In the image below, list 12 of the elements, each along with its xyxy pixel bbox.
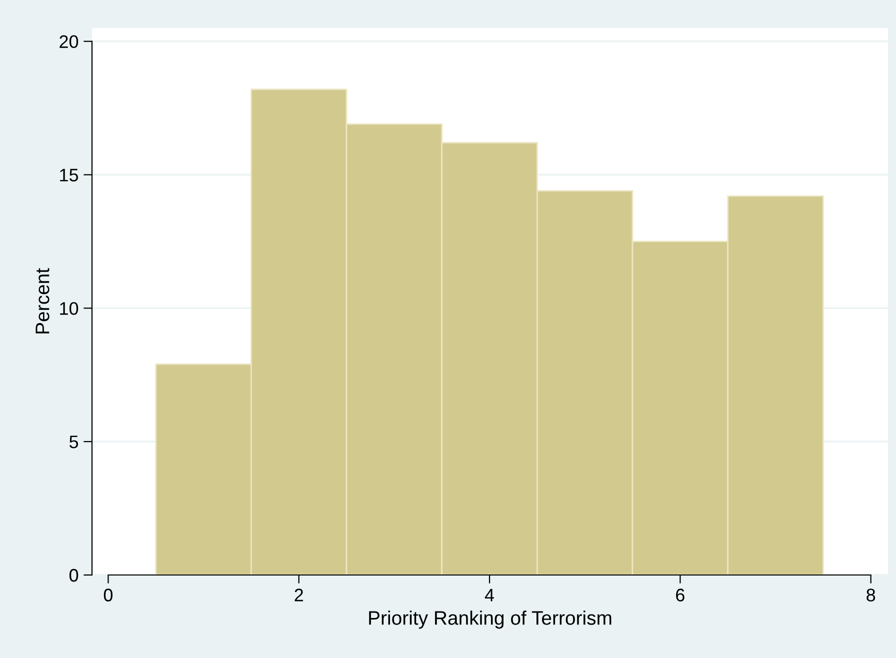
y-tick-label: 10 — [60, 302, 78, 315]
x-tick-label: 6 — [676, 588, 684, 602]
y-tick-label: 0 — [69, 568, 78, 582]
x-tick-label: 2 — [294, 588, 303, 602]
y-tick-label: 15 — [60, 168, 78, 182]
x-tick-label: 4 — [484, 588, 494, 602]
y-tick-label: 5 — [69, 436, 78, 448]
x-tick-label: 8 — [866, 588, 876, 602]
y-axis-title: Percent — [36, 268, 50, 334]
x-axis-title: Priority Ranking of Terrorism — [369, 610, 612, 629]
y-tick-label: 20 — [60, 35, 78, 48]
x-tick-label: 0 — [104, 588, 113, 602]
